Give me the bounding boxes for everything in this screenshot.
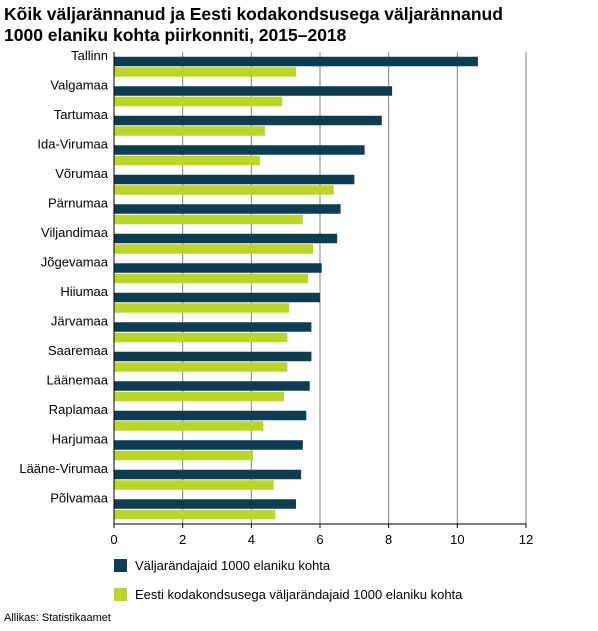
chart-title: Kõik väljarännanud ja Eesti kodakondsuse… — [4, 4, 596, 46]
category-label: Lääne-Virumaa — [19, 461, 108, 476]
bar-series1 — [114, 204, 341, 214]
bar-series2 — [114, 185, 334, 195]
chart-title-line2: 1000 elaniku kohta piirkonniti, 2015–201… — [4, 25, 347, 45]
bar-series2 — [114, 303, 290, 313]
bar-series2 — [114, 67, 296, 77]
category-label: Läänemaa — [47, 372, 109, 387]
bar-series2 — [114, 155, 260, 166]
category-label: Järvamaa — [51, 313, 109, 328]
bar-series2 — [114, 244, 314, 254]
category-label: Hiiumaa — [60, 284, 108, 299]
x-tick-label: 2 — [179, 532, 186, 547]
bar-series2 — [114, 126, 266, 136]
category-label: Raplamaa — [49, 402, 109, 417]
legend-swatch-2 — [114, 588, 127, 601]
category-label: Viljandimaa — [41, 225, 109, 240]
bar-series2 — [114, 273, 308, 284]
bar-series2 — [114, 391, 284, 402]
bar-series1 — [114, 499, 296, 509]
bar-series1 — [114, 469, 302, 480]
bar-series1 — [114, 86, 393, 96]
category-label: Tartumaa — [54, 107, 109, 122]
bar-series1 — [114, 322, 312, 332]
bar-series1 — [114, 440, 303, 450]
category-label: Saaremaa — [48, 343, 109, 358]
source-note: Allikas: Statistikaamet — [4, 612, 111, 624]
bar-series1 — [114, 263, 322, 273]
bar-series1 — [114, 115, 382, 126]
bar-series1 — [114, 233, 338, 244]
bar-series1 — [114, 56, 478, 67]
x-tick-label: 10 — [450, 532, 464, 547]
bar-series2 — [114, 450, 254, 461]
bar-series1 — [114, 351, 312, 362]
bar-series1 — [114, 292, 320, 303]
bar-series2 — [114, 480, 274, 490]
bar-series1 — [114, 145, 365, 155]
legend-label-2: Eesti kodakondsusega väljarändajaid 1000… — [135, 587, 463, 602]
x-tick-label: 0 — [110, 532, 117, 547]
bar-series2 — [114, 421, 264, 431]
x-tick-label: 4 — [248, 532, 255, 547]
category-label: Võrumaa — [55, 166, 109, 181]
chart-title-line1: Kõik väljarännanud ja Eesti kodakondsuse… — [4, 4, 503, 24]
category-label: Põlvamaa — [50, 490, 109, 505]
legend-swatch-1 — [114, 559, 127, 572]
category-label: Tallinn — [71, 48, 108, 63]
category-label: Harjumaa — [52, 431, 109, 446]
bar-series2 — [114, 332, 288, 343]
bar-series1 — [114, 174, 355, 185]
category-label: Ida-Virumaa — [37, 136, 108, 151]
x-tick-label: 12 — [519, 532, 533, 547]
bar-series1 — [114, 381, 310, 391]
bar-series2 — [114, 214, 303, 225]
category-label: Jõgevamaa — [41, 254, 109, 269]
x-tick-label: 6 — [316, 532, 323, 547]
x-tick-label: 8 — [385, 532, 392, 547]
bar-series1 — [114, 410, 307, 421]
bar-series2 — [114, 96, 283, 107]
bar-series2 — [114, 362, 288, 372]
bar-series2 — [114, 509, 276, 520]
category-label: Pärnumaa — [48, 195, 109, 210]
category-label: Valgamaa — [50, 77, 108, 92]
legend-label-1: Väljarändajaid 1000 elaniku kohta — [135, 558, 331, 573]
